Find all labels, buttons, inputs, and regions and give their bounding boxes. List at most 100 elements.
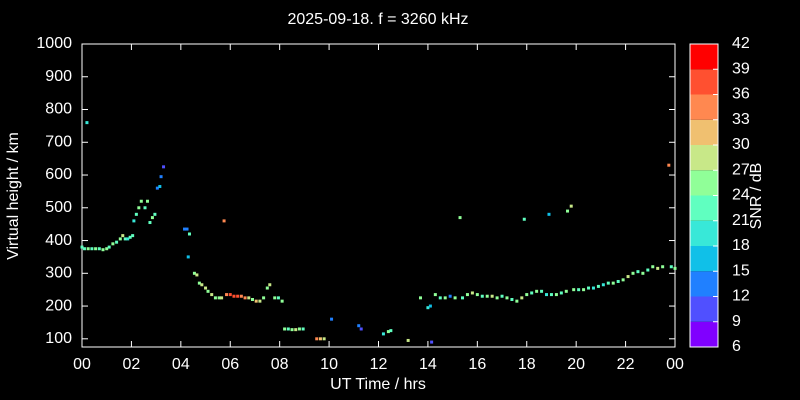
y-tick-label: 1000 bbox=[36, 35, 72, 52]
echo-point bbox=[186, 255, 190, 259]
echo-point bbox=[185, 227, 189, 231]
chart-title: 2025-09-18. f = 3260 kHz bbox=[287, 11, 468, 28]
plot-frame bbox=[81, 43, 676, 348]
echo-point bbox=[646, 268, 650, 272]
echo-point bbox=[294, 328, 298, 332]
echo-point bbox=[626, 275, 630, 279]
x-tick-label: 00 bbox=[666, 356, 684, 373]
echo-point bbox=[80, 245, 84, 249]
colorbar-label: SNR / dB bbox=[748, 163, 765, 230]
echo-point bbox=[222, 219, 226, 223]
echo-point bbox=[535, 289, 539, 293]
echo-point bbox=[547, 212, 551, 216]
echo-point bbox=[286, 327, 290, 331]
colorbar-band bbox=[690, 296, 718, 322]
echo-point bbox=[530, 291, 534, 295]
x-tick-label: 00 bbox=[73, 356, 91, 373]
echo-point bbox=[204, 286, 208, 290]
echo-point bbox=[217, 296, 221, 300]
colorbar-band bbox=[690, 195, 718, 221]
echo-point bbox=[150, 216, 154, 220]
echo-point bbox=[137, 206, 141, 210]
echo-point bbox=[448, 294, 452, 298]
echo-point bbox=[458, 216, 462, 220]
x-tick-label: 12 bbox=[370, 356, 388, 373]
echo-point bbox=[545, 293, 549, 297]
echo-point bbox=[197, 281, 201, 285]
echo-point bbox=[228, 293, 232, 297]
echo-point bbox=[669, 265, 673, 269]
echo-point bbox=[236, 294, 240, 298]
echo-point bbox=[656, 266, 660, 270]
colorbar-band bbox=[690, 94, 718, 120]
colorbar-tick-label: 42 bbox=[732, 35, 750, 52]
echo-point bbox=[206, 289, 210, 293]
x-tick-label: 04 bbox=[172, 356, 190, 373]
y-tick-label: 300 bbox=[45, 265, 72, 282]
echo-point bbox=[673, 266, 677, 270]
echo-point bbox=[220, 296, 224, 300]
echo-point bbox=[641, 271, 645, 275]
colorbar-band bbox=[690, 220, 718, 246]
echo-point bbox=[243, 296, 247, 300]
y-tick-label: 800 bbox=[45, 101, 72, 118]
echo-point bbox=[661, 265, 665, 269]
echo-point bbox=[143, 206, 147, 210]
y-tick-label: 500 bbox=[45, 199, 72, 216]
echo-point bbox=[549, 293, 553, 297]
echo-point bbox=[510, 298, 514, 302]
echo-point bbox=[283, 327, 287, 331]
echo-point bbox=[406, 338, 410, 342]
echo-point bbox=[301, 327, 305, 331]
echo-point bbox=[225, 293, 229, 297]
colorbar-tick-label: 9 bbox=[732, 313, 741, 330]
colorbar-tick-label: 6 bbox=[732, 338, 741, 355]
echo-point bbox=[213, 296, 217, 300]
x-axis-label: UT Time / hrs bbox=[330, 376, 426, 393]
colorbar-tick-label: 15 bbox=[732, 262, 750, 279]
echo-point bbox=[480, 294, 484, 298]
echo-point bbox=[651, 265, 655, 269]
echo-point bbox=[85, 121, 89, 125]
echo-point bbox=[381, 332, 385, 336]
x-tick-label: 14 bbox=[419, 356, 437, 373]
colorbar-tick-label: 24 bbox=[732, 187, 750, 204]
echo-point bbox=[322, 337, 326, 341]
echo-point bbox=[386, 330, 390, 334]
echo-point bbox=[591, 286, 595, 290]
x-tick-label: 06 bbox=[221, 356, 239, 373]
echo-point bbox=[564, 289, 568, 293]
echo-point bbox=[123, 237, 127, 241]
echo-point bbox=[438, 296, 442, 300]
echo-point bbox=[475, 293, 479, 297]
echo-point bbox=[495, 296, 499, 300]
echo-point bbox=[433, 293, 437, 297]
echo-point bbox=[426, 306, 430, 310]
echo-point bbox=[606, 281, 610, 285]
echo-point bbox=[540, 289, 544, 293]
echo-point bbox=[587, 286, 591, 290]
echo-point bbox=[577, 288, 581, 292]
echo-point bbox=[250, 298, 254, 302]
echo-point bbox=[318, 337, 322, 341]
x-tick-label: 22 bbox=[617, 356, 635, 373]
colorbar-tick-label: 21 bbox=[732, 212, 750, 229]
colorbar-band bbox=[690, 246, 718, 272]
y-tick-label: 900 bbox=[45, 68, 72, 85]
echo-point bbox=[86, 247, 90, 251]
echo-point bbox=[162, 165, 166, 169]
x-tick-label: 10 bbox=[320, 356, 338, 373]
echo-point bbox=[97, 247, 101, 251]
echo-point bbox=[357, 324, 361, 328]
echo-point bbox=[132, 219, 136, 223]
echo-point bbox=[572, 288, 576, 292]
echo-point bbox=[596, 284, 600, 288]
colorbar-band bbox=[690, 145, 718, 171]
echo-point bbox=[139, 199, 143, 203]
echo-point bbox=[192, 271, 196, 275]
echo-point bbox=[155, 186, 159, 190]
colorbar-tick-label: 33 bbox=[732, 111, 750, 128]
echo-point bbox=[566, 209, 570, 213]
x-tick-label: 02 bbox=[123, 356, 141, 373]
